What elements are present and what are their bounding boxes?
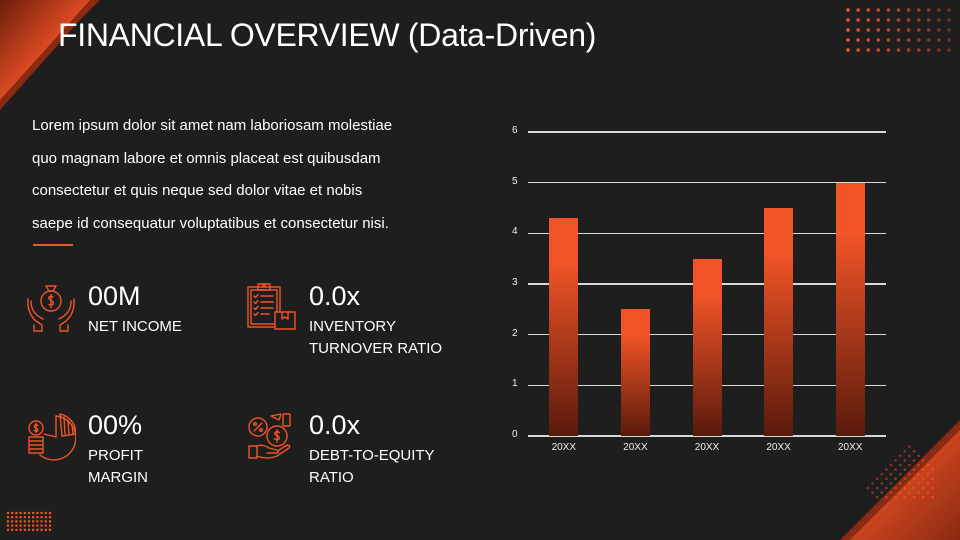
bar: [692, 258, 722, 436]
kpi-label-line: TURNOVER RATIO: [309, 340, 443, 357]
kpi-label-line: NET INCOME: [88, 318, 182, 335]
kpi-label-line: INVENTORY: [309, 318, 396, 335]
kpi-label: INVENTORY TURNOVER RATIO: [309, 316, 442, 360]
kpi-value: 0.0x: [309, 410, 361, 440]
bar-chart: 0 1 2 3 4 5 6 20XX 20XX 20XX 20XX 20XX: [500, 120, 900, 460]
bar: [620, 309, 650, 436]
description-line: consectetur et quis neque sed dolor vita…: [32, 182, 363, 199]
description-line: quo magnam labore et omnis placeat est q…: [32, 149, 381, 167]
y-axis-tick-label: 2: [512, 327, 518, 339]
gridline: [528, 181, 886, 184]
kpi-label-line: MARGIN: [88, 469, 148, 486]
gridline: [528, 131, 886, 133]
kpi-label: NET INCOME: [88, 316, 182, 338]
kpi-label: PROFIT MARGIN: [88, 445, 148, 489]
gridline: [528, 232, 886, 235]
bar: [835, 182, 865, 436]
x-axis-tick-label: 20XX: [623, 442, 648, 453]
description-line: saepe id consequatur voluptatibus et con…: [32, 214, 389, 232]
kpi-value: 00%: [88, 410, 143, 440]
bar: [764, 208, 794, 436]
kpi-label-line: DEBT-TO-EQUITY: [309, 447, 435, 464]
corner-decoration-top-left: [0, 0, 100, 110]
percent-money-hand-icon: [248, 413, 291, 459]
money-bag-hands-icon: [27, 285, 75, 332]
y-axis-tick-label: 6: [512, 125, 518, 136]
clipboard-box-icon: [247, 283, 296, 330]
y-axis-tick-label: 5: [512, 175, 518, 187]
slide-title: FINANCIAL OVERVIEW (Data-Driven): [58, 17, 597, 53]
accent-divider: [33, 244, 73, 246]
x-axis-tick-label: 20XX: [766, 442, 791, 453]
x-axis-tick-label: 20XX: [551, 442, 577, 453]
x-axis-tick-label: 20XX: [694, 442, 720, 453]
kpi-label-line: PROFIT: [88, 447, 143, 464]
gridline: [528, 435, 886, 437]
pie-chart-coins-icon: [28, 413, 76, 461]
x-axis-tick-label: 20XX: [837, 442, 863, 453]
dot-pattern-bottom-right: [866, 445, 934, 499]
kpi-value: 0.0x: [309, 281, 361, 311]
y-axis-tick-label: 3: [512, 277, 518, 288]
kpi-label: DEBT-TO-EQUITY RATIO: [309, 445, 435, 489]
kpi-label-line: RATIO: [309, 469, 354, 486]
y-axis-tick-label: 4: [512, 226, 518, 238]
y-axis-tick-label: 0: [512, 429, 518, 440]
corner-decoration-bottom-right: [840, 420, 960, 540]
dot-pattern-top-right: [846, 8, 951, 52]
bar: [549, 218, 579, 436]
y-axis-tick-label: 1: [512, 378, 518, 390]
kpi-value: 00M: [88, 281, 141, 311]
description-text: Lorem ipsum dolor sit amet nam laboriosa…: [32, 110, 482, 240]
description-line: Lorem ipsum dolor sit amet nam laboriosa…: [32, 117, 393, 134]
dot-pattern-bottom-left: [6, 511, 52, 531]
